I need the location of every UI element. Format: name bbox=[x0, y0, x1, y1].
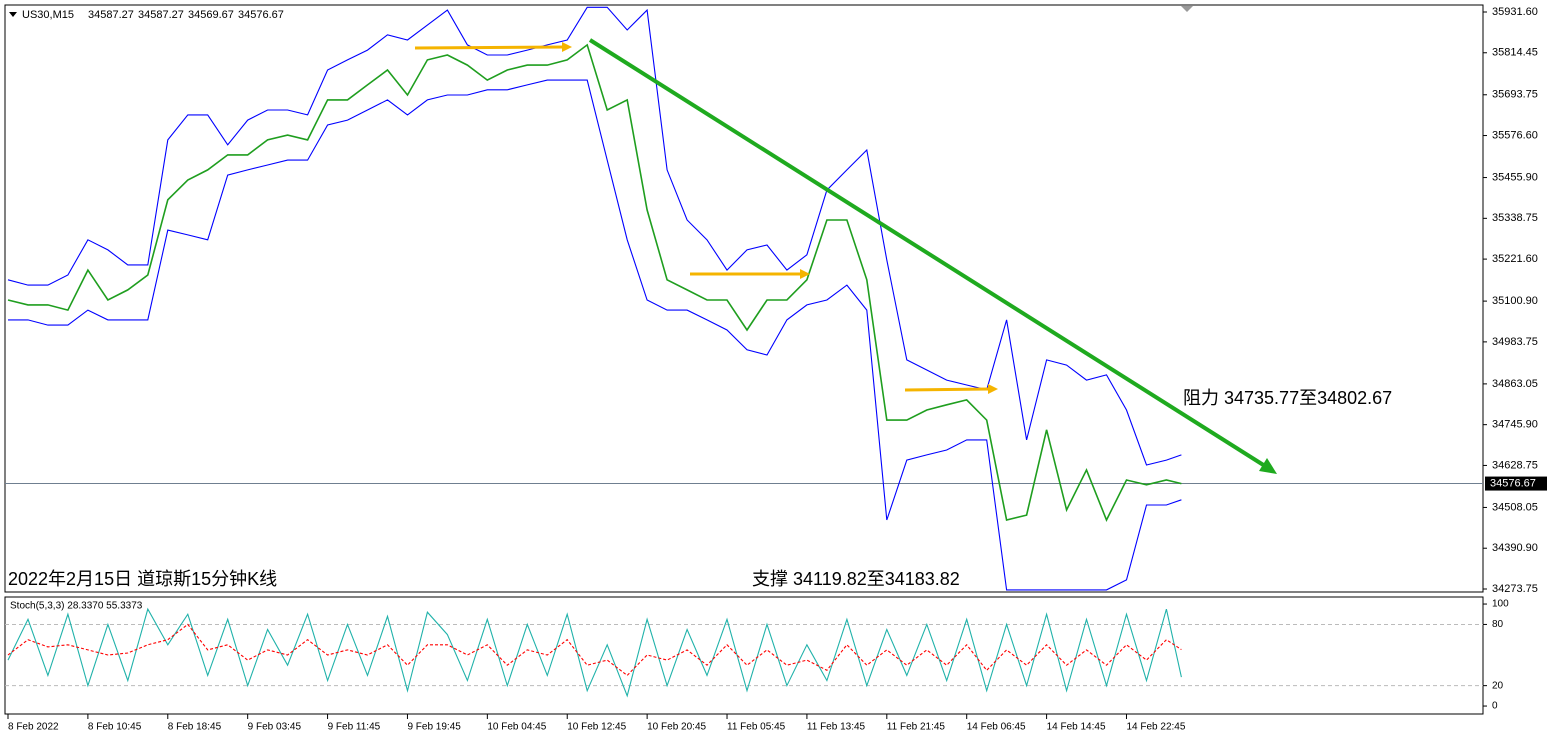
y-tick-label: 35221.60 bbox=[1492, 253, 1538, 265]
y-tick-label: 34983.75 bbox=[1492, 336, 1538, 348]
x-tick-label: 10 Feb 04:45 bbox=[487, 722, 546, 733]
y-tick-label: 34273.75 bbox=[1492, 583, 1538, 595]
orange-arrow-head bbox=[988, 384, 998, 394]
y-tick-label: 34628.75 bbox=[1492, 459, 1538, 471]
y-tick-label: 34745.90 bbox=[1492, 419, 1538, 431]
menu-triangle bbox=[9, 12, 17, 17]
x-tick-label: 14 Feb 14:45 bbox=[1047, 722, 1106, 733]
trend-line bbox=[588, 38, 1267, 468]
series-line bbox=[7, 43, 1182, 522]
support-note: 支撑 34119.82至34183.82 bbox=[752, 569, 960, 589]
y-tick-label: 35100.90 bbox=[1492, 295, 1538, 307]
x-tick-label: 9 Feb 03:45 bbox=[248, 722, 302, 733]
y-tick-label: 34508.05 bbox=[1492, 501, 1538, 513]
x-tick-label: 8 Feb 10:45 bbox=[88, 722, 142, 733]
y-tick-label: 80 bbox=[1492, 619, 1504, 630]
x-tick-label: 10 Feb 12:45 bbox=[567, 722, 626, 733]
y-tick-label: 35931.60 bbox=[1492, 6, 1538, 18]
y-tick-label: 35576.60 bbox=[1492, 129, 1538, 141]
main-plot: 35931.60 35814.45 35693.75 35576.60 35455.90… bbox=[5, 6, 1547, 595]
ohlc-low: 34569.67 bbox=[188, 9, 234, 21]
orange-arrow-head bbox=[562, 42, 572, 52]
x-tick-label: 11 Feb 13:45 bbox=[807, 722, 866, 733]
main-panel bbox=[4, 4, 1484, 593]
y-tick-label: 100 bbox=[1492, 599, 1509, 610]
x-tick-label: 14 Feb 22:45 bbox=[1126, 722, 1185, 733]
x-tick-label: 9 Feb 19:45 bbox=[407, 722, 461, 733]
ohlc-open: 34587.27 bbox=[88, 9, 134, 21]
ohlc-high: 34587.27 bbox=[138, 9, 184, 21]
x-tick-label: 8 Feb 18:45 bbox=[168, 722, 222, 733]
x-tick-label: 11 Feb 05:45 bbox=[727, 722, 786, 733]
x-tick-label: 14 Feb 06:45 bbox=[967, 722, 1026, 733]
date-title: 2022年2月15日 道琼斯15分钟K线 bbox=[8, 569, 277, 589]
y-tick-label: 35338.75 bbox=[1492, 212, 1538, 224]
x-tick-label: 8 Feb 2022 bbox=[8, 722, 59, 733]
symbol: US30,M15 bbox=[22, 9, 74, 21]
orange-arrow bbox=[904, 387, 991, 392]
trend-arrow-head bbox=[1259, 458, 1277, 474]
x-tick-label: 9 Feb 11:45 bbox=[328, 722, 381, 733]
y-tick-label: 0 bbox=[1492, 701, 1498, 712]
resistance-note: 阻力 34735.77至34802.67 bbox=[1183, 388, 1392, 408]
ohlc-close: 34576.67 bbox=[238, 9, 284, 21]
stoch-plot: 100 80 20 0 bbox=[5, 599, 1509, 712]
y-tick-label: 35455.90 bbox=[1492, 171, 1538, 183]
y-tick-label: 35693.75 bbox=[1492, 89, 1538, 101]
series-line bbox=[7, 6, 1182, 466]
orange-arrow-head bbox=[800, 269, 810, 279]
stoch-label: Stoch(5,3,3) 28.3370 55.3373 bbox=[10, 601, 143, 612]
y-tick-label: 34390.90 bbox=[1492, 542, 1538, 554]
stoch-panel bbox=[4, 596, 1484, 715]
series-line bbox=[8, 79, 1182, 591]
shift-marker bbox=[1181, 6, 1193, 12]
y-tick-label: 20 bbox=[1492, 680, 1504, 691]
x-tick-label: 11 Feb 21:45 bbox=[887, 722, 946, 733]
y-tick-label: 34863.05 bbox=[1492, 378, 1538, 390]
orange-arrow bbox=[414, 45, 566, 50]
x-tick-label: 10 Feb 20:45 bbox=[647, 722, 706, 733]
y-tick-label: 35814.45 bbox=[1492, 47, 1538, 59]
series-line bbox=[7, 623, 1182, 677]
series-line bbox=[7, 607, 1182, 698]
current-price-box bbox=[1485, 476, 1547, 491]
current-price-label: 34576.67 bbox=[1490, 477, 1536, 489]
